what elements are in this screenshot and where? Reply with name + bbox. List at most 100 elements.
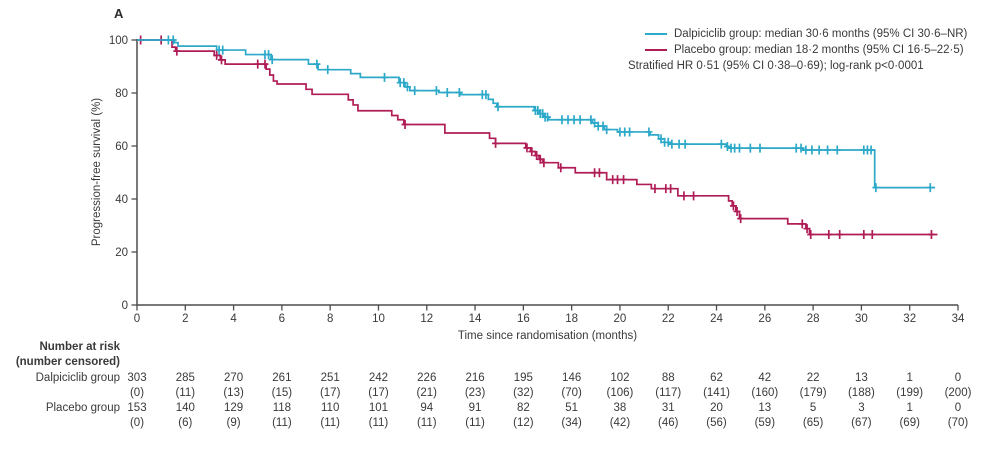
risk-cell: (0) <box>129 417 145 429</box>
risk-cell: 146 <box>562 372 582 384</box>
legend-item-dalpiciclib: Dalpiciclib group: median 30·6 months (9… <box>645 26 967 42</box>
risk-cell: (23) <box>464 387 486 399</box>
risk-cell: (11) <box>320 417 340 429</box>
risk-cell: (199) <box>896 387 924 399</box>
risk-cell: 251 <box>320 372 340 384</box>
x-tick-label: 14 <box>469 313 482 325</box>
risk-cell: 3 <box>858 402 865 414</box>
x-axis-ticks <box>136 305 959 311</box>
risk-cell: (67) <box>851 417 872 429</box>
risk-cell: 195 <box>513 372 533 384</box>
legend-label-placebo: Placebo group: median 18·2 months (95% C… <box>674 44 964 56</box>
risk-cell: (70) <box>561 387 582 399</box>
x-axis-label: Time since randomisation (months) <box>457 330 638 342</box>
risk-cell: 226 <box>417 372 437 384</box>
risk-cell: (46) <box>658 417 679 429</box>
x-tick-label: 8 <box>327 313 333 325</box>
x-tick-label: 26 <box>758 313 771 325</box>
risk-cell: 13 <box>758 402 772 414</box>
risk-cell: 140 <box>175 402 195 414</box>
risk-cell: (160) <box>751 387 779 399</box>
legend: Dalpiciclib group: median 30·6 months (9… <box>628 26 967 74</box>
risk-cell: (12) <box>513 417 534 429</box>
risk-row-label-dalpiciclib: Dalpiciclib group <box>35 372 120 384</box>
risk-cell: (6) <box>178 417 193 429</box>
risk-cell: 216 <box>465 372 485 384</box>
risk-table-header-line2: (number censored) <box>15 356 120 368</box>
risk-cell: (34) <box>561 417 582 429</box>
placebo-line-icon <box>645 49 667 51</box>
risk-cell: (15) <box>271 387 293 399</box>
risk-cell: (32) <box>513 387 534 399</box>
risk-cell: 118 <box>272 402 292 414</box>
risk-row-label-placebo: Placebo group <box>45 402 120 414</box>
risk-cell: (106) <box>606 387 634 399</box>
risk-cell: 38 <box>613 402 627 414</box>
censor-marks-dalpiciclib <box>164 35 934 193</box>
risk-cell: (69) <box>899 417 920 429</box>
x-tick-label: 10 <box>372 313 385 325</box>
risk-cell: 261 <box>272 372 292 384</box>
risk-cell: (179) <box>799 387 827 399</box>
y-axis-ticks <box>131 39 137 306</box>
x-tick-label: 16 <box>517 313 530 325</box>
x-tick-label: 34 <box>952 313 965 325</box>
legend-label-dalpiciclib: Dalpiciclib group: median 30·6 months (9… <box>674 28 968 40</box>
x-tick-label: 28 <box>807 313 820 325</box>
risk-cell: (56) <box>706 417 727 429</box>
risk-cell: (70) <box>947 417 969 429</box>
risk-cell: 153 <box>127 402 147 414</box>
risk-cell: 20 <box>710 402 723 414</box>
risk-cell: 0 <box>954 372 962 384</box>
x-tick-label: 2 <box>182 313 188 325</box>
risk-cell: 303 <box>127 372 147 384</box>
y-tick-label: 0 <box>122 300 128 312</box>
x-tick-label: 18 <box>565 313 578 325</box>
risk-table-header-line1: Number at risk <box>39 341 120 353</box>
x-tick-label: 6 <box>279 313 285 325</box>
risk-cell: 62 <box>710 372 723 384</box>
risk-cell: (117) <box>655 387 682 399</box>
risk-cell: (11) <box>416 417 437 429</box>
risk-cell: (0) <box>129 387 145 399</box>
risk-cell: 0 <box>954 402 962 414</box>
risk-cell: 1 <box>906 372 913 384</box>
risk-cell: 13 <box>855 372 868 384</box>
stratified-hr-note: Stratified HR 0·51 (95% CI 0·38–0·69); l… <box>628 60 924 72</box>
dalpiciclib-line-icon <box>645 33 667 35</box>
x-tick-label: 4 <box>230 313 237 325</box>
risk-cell: (11) <box>465 417 485 429</box>
panel-label: A <box>114 6 124 21</box>
risk-cell: 270 <box>223 372 244 384</box>
risk-cell: 51 <box>565 402 579 414</box>
risk-cell: 88 <box>661 372 675 384</box>
y-tick-label: 100 <box>109 35 128 47</box>
risk-cell: (42) <box>609 417 631 429</box>
y-tick-label: 80 <box>115 88 128 100</box>
risk-cell: (11) <box>272 417 292 429</box>
risk-cell: 82 <box>516 402 530 414</box>
risk-cell: 42 <box>758 372 772 384</box>
risk-cell: 285 <box>175 372 195 384</box>
x-tick-label: 20 <box>614 313 627 325</box>
risk-cell: (17) <box>368 387 389 399</box>
risk-cell: (65) <box>802 417 824 429</box>
risk-cell: 1 <box>906 402 913 414</box>
x-tick-label: 22 <box>662 313 675 325</box>
legend-item-placebo: Placebo group: median 18·2 months (95% C… <box>645 42 967 58</box>
risk-cell: (11) <box>175 387 196 399</box>
risk-cell: (200) <box>944 387 972 399</box>
risk-cell: 5 <box>809 402 817 414</box>
risk-cell: (59) <box>754 417 776 429</box>
km-curve-placebo <box>137 39 938 236</box>
risk-cell: 101 <box>368 402 389 414</box>
risk-cell: 102 <box>610 372 630 384</box>
risk-cell: 110 <box>321 402 340 414</box>
risk-cell: (9) <box>226 417 241 429</box>
axis-lines <box>136 39 958 306</box>
risk-cell: (188) <box>847 387 875 399</box>
y-tick-label: 40 <box>115 194 128 206</box>
risk-cell: 242 <box>368 372 389 384</box>
risk-cell: 31 <box>661 402 675 414</box>
x-tick-label: 24 <box>710 313 723 325</box>
